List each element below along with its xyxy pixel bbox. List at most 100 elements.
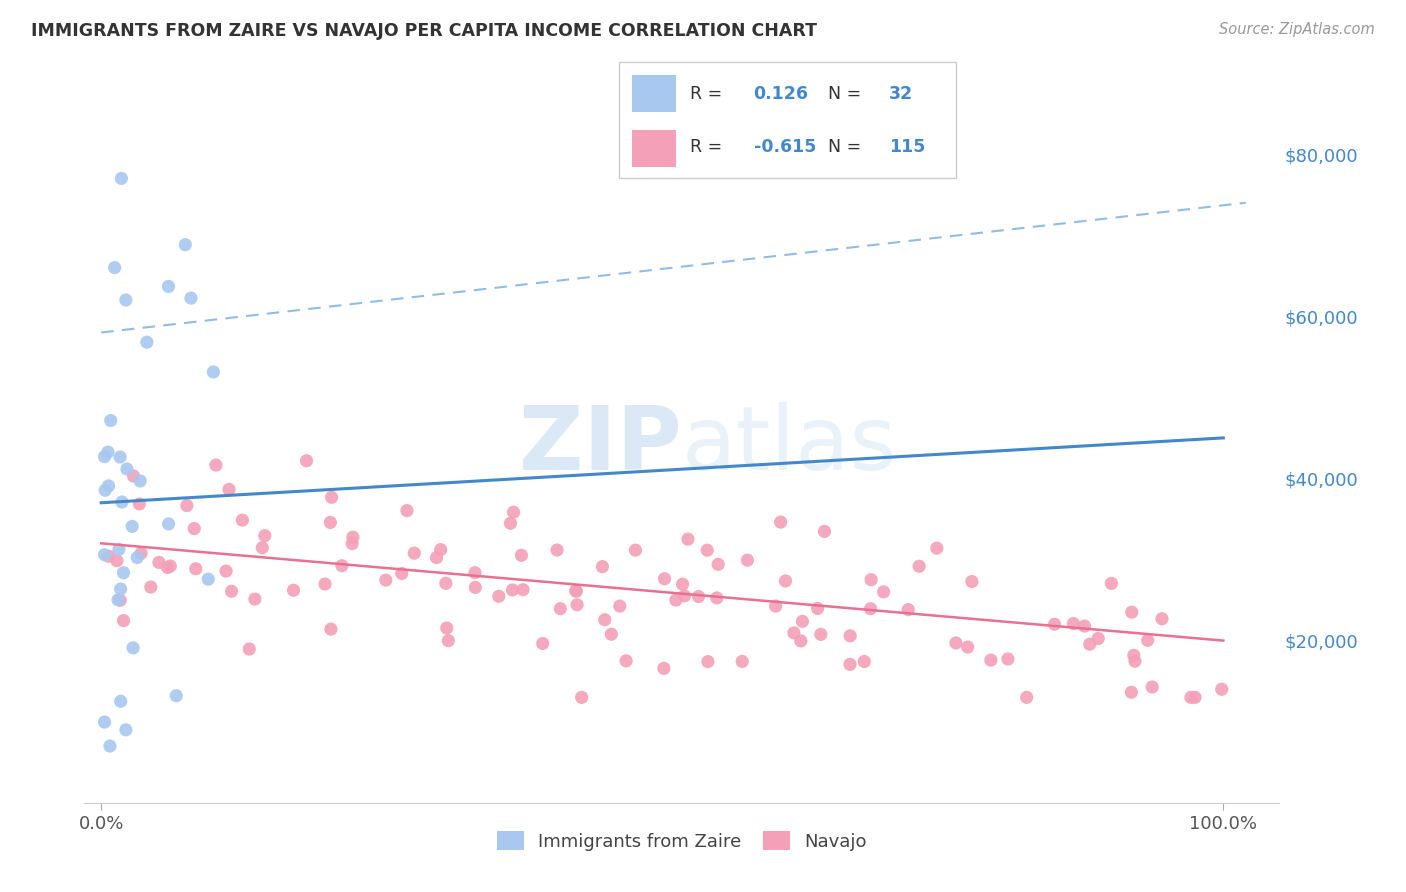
- Point: [925, 541, 948, 556]
- Text: ZIP: ZIP: [519, 402, 682, 490]
- Point: [1043, 617, 1066, 632]
- Point: [156, 560, 179, 574]
- Point: [550, 601, 572, 615]
- Point: [183, 522, 205, 536]
- Point: [839, 657, 862, 672]
- Point: [1180, 690, 1202, 705]
- Point: [980, 653, 1002, 667]
- Point: [464, 566, 486, 580]
- Text: R =: R =: [689, 138, 721, 156]
- Point: [110, 593, 132, 607]
- Point: [512, 582, 534, 597]
- Point: [810, 627, 832, 641]
- Point: [434, 576, 457, 591]
- Point: [148, 555, 170, 569]
- Point: [252, 541, 274, 555]
- Point: [176, 499, 198, 513]
- Text: 32: 32: [889, 85, 912, 103]
- FancyBboxPatch shape: [633, 75, 676, 112]
- Point: [429, 542, 451, 557]
- Point: [908, 559, 931, 574]
- Point: [253, 529, 276, 543]
- Point: [652, 661, 675, 675]
- Point: [853, 655, 876, 669]
- Point: [654, 572, 676, 586]
- Point: [464, 581, 486, 595]
- Point: [565, 598, 588, 612]
- Text: atlas: atlas: [682, 402, 897, 490]
- Point: [769, 515, 792, 529]
- Point: [111, 495, 134, 509]
- Text: 0.126: 0.126: [754, 85, 808, 103]
- Point: [104, 260, 127, 275]
- Point: [783, 626, 806, 640]
- Text: IMMIGRANTS FROM ZAIRE VS NAVAJO PER CAPITA INCOME CORRELATION CHART: IMMIGRANTS FROM ZAIRE VS NAVAJO PER CAPI…: [31, 22, 817, 40]
- Point: [956, 640, 979, 654]
- Point: [1121, 685, 1143, 699]
- Point: [564, 583, 586, 598]
- Point: [340, 536, 363, 550]
- Point: [157, 279, 180, 293]
- Point: [314, 577, 336, 591]
- Point: [93, 450, 115, 464]
- Point: [1087, 632, 1109, 646]
- FancyBboxPatch shape: [633, 129, 676, 167]
- Point: [174, 237, 197, 252]
- Text: R =: R =: [689, 85, 721, 103]
- Point: [202, 365, 225, 379]
- Point: [839, 629, 862, 643]
- Point: [319, 516, 342, 530]
- Point: [97, 479, 120, 493]
- Point: [139, 580, 162, 594]
- Point: [330, 558, 353, 573]
- Point: [404, 546, 426, 560]
- Point: [671, 577, 693, 591]
- Point: [997, 652, 1019, 666]
- Point: [673, 589, 696, 603]
- Point: [696, 543, 718, 558]
- Y-axis label: Per Capita Income: Per Capita Income: [0, 370, 8, 522]
- Point: [502, 505, 524, 519]
- Point: [775, 574, 797, 588]
- Point: [960, 574, 983, 589]
- Point: [115, 293, 138, 307]
- Point: [790, 634, 813, 648]
- Point: [624, 543, 647, 558]
- Point: [860, 573, 883, 587]
- Point: [1150, 612, 1173, 626]
- Point: [283, 583, 305, 598]
- Point: [1211, 682, 1233, 697]
- Point: [1122, 648, 1144, 663]
- Point: [110, 694, 132, 708]
- Point: [93, 714, 115, 729]
- Point: [600, 627, 623, 641]
- Text: -0.615: -0.615: [754, 138, 815, 156]
- Point: [105, 554, 128, 568]
- Point: [98, 739, 121, 753]
- Point: [806, 601, 828, 615]
- Point: [1123, 654, 1146, 668]
- Point: [1121, 605, 1143, 619]
- Point: [197, 572, 219, 586]
- Point: [546, 543, 568, 558]
- Point: [215, 564, 238, 578]
- Point: [1099, 576, 1122, 591]
- Point: [1078, 637, 1101, 651]
- Point: [437, 633, 460, 648]
- Point: [706, 591, 728, 605]
- Point: [676, 532, 699, 546]
- Point: [609, 599, 631, 613]
- Point: [115, 462, 138, 476]
- Point: [97, 445, 120, 459]
- Point: [765, 599, 787, 613]
- Point: [342, 530, 364, 544]
- Point: [94, 483, 117, 498]
- Point: [93, 548, 115, 562]
- Point: [180, 291, 202, 305]
- Point: [731, 655, 754, 669]
- Point: [238, 642, 260, 657]
- Point: [128, 497, 150, 511]
- Point: [897, 602, 920, 616]
- Point: [374, 573, 396, 587]
- Point: [531, 636, 554, 650]
